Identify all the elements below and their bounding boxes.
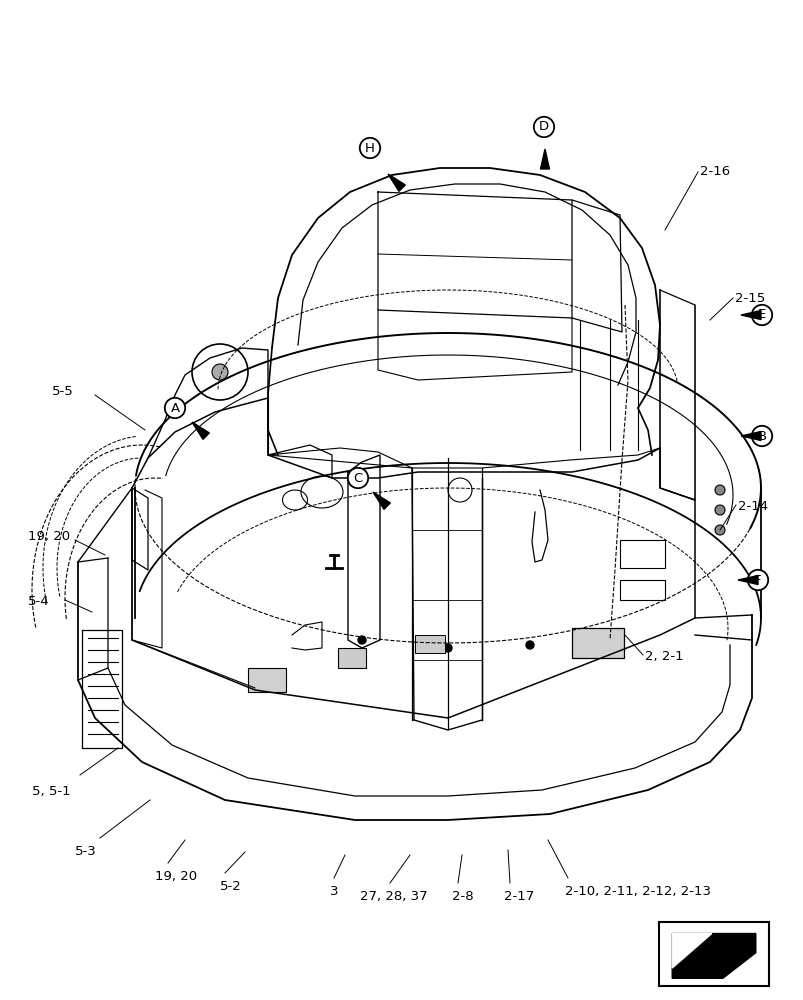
- Text: 2-8: 2-8: [451, 890, 473, 903]
- Bar: [619, 540, 664, 568]
- Text: 5, 5-1: 5, 5-1: [32, 785, 71, 798]
- Polygon shape: [373, 492, 389, 509]
- Polygon shape: [737, 576, 757, 584]
- Text: A: A: [170, 401, 179, 414]
- Polygon shape: [540, 149, 548, 169]
- Text: 2, 2-1: 2, 2-1: [644, 650, 683, 663]
- Text: 5-5: 5-5: [52, 385, 74, 398]
- Text: 27, 28, 37: 27, 28, 37: [360, 890, 427, 903]
- Bar: [247, 668, 286, 692]
- Bar: [414, 635, 444, 653]
- Bar: [658, 922, 768, 986]
- Bar: [337, 648, 365, 668]
- Text: 3: 3: [329, 885, 338, 898]
- Text: B: B: [756, 430, 765, 442]
- Text: E: E: [757, 308, 765, 322]
- Bar: [619, 580, 664, 600]
- Text: D: D: [538, 120, 548, 133]
- Text: 2-16: 2-16: [699, 165, 729, 178]
- Circle shape: [525, 641, 533, 649]
- Polygon shape: [388, 174, 405, 191]
- Text: 19, 20: 19, 20: [155, 870, 197, 883]
- Polygon shape: [192, 422, 209, 439]
- Circle shape: [443, 644, 451, 652]
- Polygon shape: [740, 432, 760, 440]
- Text: 5-3: 5-3: [75, 845, 96, 858]
- Text: 2-14: 2-14: [737, 500, 767, 513]
- Text: 2-17: 2-17: [503, 890, 533, 903]
- Polygon shape: [671, 934, 711, 968]
- Circle shape: [714, 525, 724, 535]
- Circle shape: [714, 485, 724, 495]
- Circle shape: [357, 636, 365, 644]
- Polygon shape: [740, 310, 760, 320]
- Text: 2-15: 2-15: [734, 292, 764, 305]
- Text: 2-10, 2-11, 2-12, 2-13: 2-10, 2-11, 2-12, 2-13: [565, 885, 710, 898]
- Text: 19, 20: 19, 20: [28, 530, 70, 543]
- Circle shape: [714, 505, 724, 515]
- Bar: [571, 628, 623, 658]
- Polygon shape: [671, 934, 755, 978]
- Text: H: H: [365, 141, 374, 154]
- Text: 5-2: 5-2: [220, 880, 242, 893]
- Text: F: F: [753, 574, 760, 586]
- Text: C: C: [353, 472, 362, 485]
- Circle shape: [212, 364, 228, 380]
- Text: 5-4: 5-4: [28, 595, 50, 608]
